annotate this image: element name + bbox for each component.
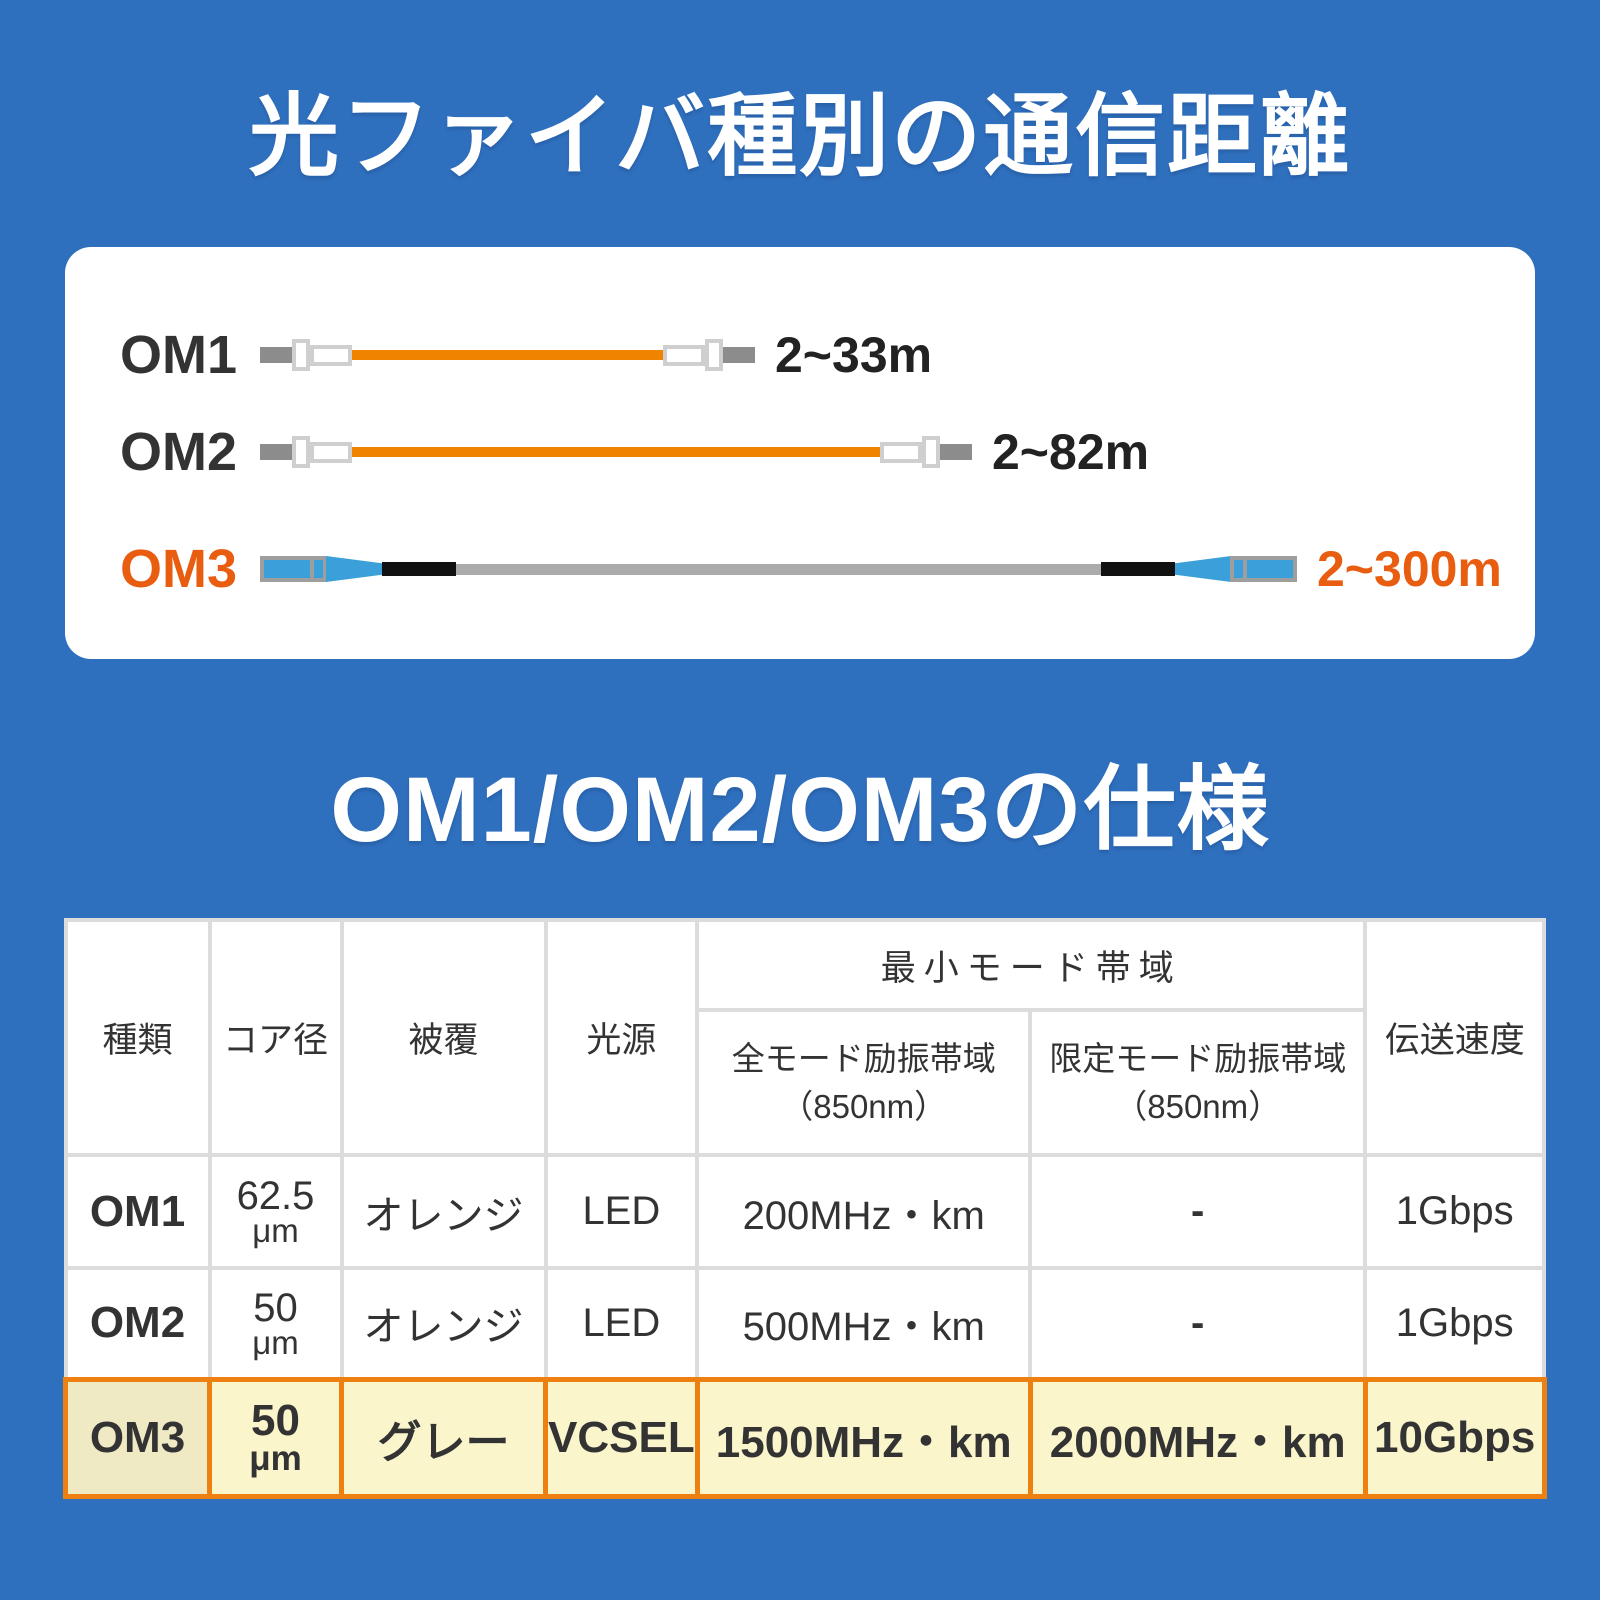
lc-connector-tick xyxy=(310,560,314,578)
spec-title: OM1/OM2/OM3の仕様 xyxy=(330,759,1270,861)
cell-full-mode: 500MHz・km xyxy=(695,1266,1033,1381)
cell-speed: 1Gbps xyxy=(1363,1153,1547,1270)
cell-type: OM2 xyxy=(63,1266,212,1381)
page-title: 光ファイバ種別の通信距離 xyxy=(248,87,1352,187)
col-header-limited-mode-line1: 限定モード励振帯域 xyxy=(1049,1039,1347,1077)
cell-light-source: VCSEL xyxy=(543,1376,700,1499)
cable-black-segment xyxy=(1101,562,1175,576)
cell-full-mode: 1500MHz・km xyxy=(694,1376,1033,1499)
lc-connector-icon xyxy=(260,556,327,582)
table-row-om1: OM1 62.5 μm オレンジ LED 200MHz・km - 1Gbps xyxy=(63,1153,1547,1270)
lc-connector-tick xyxy=(1243,560,1247,578)
connector-ferrule-icon xyxy=(723,347,755,363)
core-value: 62.5 xyxy=(236,1173,315,1218)
cable-row-om1: OM1 2~33m xyxy=(120,323,1525,387)
fiber-cable-orange xyxy=(352,447,880,457)
connector-ferrule-icon xyxy=(260,347,292,363)
cell-type: OM1 xyxy=(63,1153,212,1270)
connector-ferrule-icon xyxy=(260,444,292,460)
distance-label-om1: 2~33m xyxy=(775,327,933,383)
connector-latch-icon xyxy=(922,436,940,468)
connector-body-icon xyxy=(663,344,705,366)
connector-ferrule-icon xyxy=(940,444,972,460)
core-unit: μm xyxy=(249,1438,302,1478)
connector-latch-icon xyxy=(292,339,310,371)
cell-core-diameter: 50 μm xyxy=(207,1266,344,1381)
cell-speed: 1Gbps xyxy=(1363,1266,1547,1381)
col-header-type: 種類 xyxy=(63,918,212,1157)
col-header-jacket: 被覆 xyxy=(339,918,548,1157)
col-header-limited-mode-line2: （850nm） xyxy=(1114,1087,1282,1125)
cable-row-om3: OM3 2~300m xyxy=(120,537,1525,601)
lc-connector-icon xyxy=(1230,556,1297,582)
distance-label-om3: 2~300m xyxy=(1317,541,1502,597)
fiber-cable-gray xyxy=(456,563,1101,575)
cell-jacket: オレンジ xyxy=(339,1266,548,1381)
table-row-om2: OM2 50 μm オレンジ LED 500MHz・km - 1Gbps xyxy=(63,1266,1547,1381)
cell-jacket: グレー xyxy=(339,1376,548,1499)
distance-label-om2: 2~82m xyxy=(992,424,1150,480)
col-header-min-mode-bandwidth: 最小モード帯域 xyxy=(695,918,1368,1012)
cell-light-source: LED xyxy=(543,1266,700,1381)
core-unit: μm xyxy=(252,1211,299,1249)
col-header-speed: 伝送速度 xyxy=(1363,918,1547,1157)
connector-body-icon xyxy=(880,441,922,463)
cable-label-om1: OM1 xyxy=(120,325,238,385)
cell-light-source: LED xyxy=(543,1153,700,1270)
connector-latch-icon xyxy=(292,436,310,468)
spec-table: 種類 コア径 被覆 光源 最小モード帯域 伝送速度 全モード励振帯域 （850n… xyxy=(63,918,1547,1499)
cell-type: OM3 xyxy=(63,1376,212,1499)
connector-body-icon xyxy=(310,441,352,463)
cell-limited-mode: - xyxy=(1028,1153,1368,1270)
cell-core-diameter: 62.5 μm xyxy=(207,1153,344,1270)
col-header-full-mode-line1: 全モード励振帯域 xyxy=(731,1039,996,1077)
col-header-light-source: 光源 xyxy=(543,918,700,1157)
cell-speed: 10Gbps xyxy=(1362,1376,1547,1499)
cable-black-segment xyxy=(382,562,456,576)
col-header-core: コア径 xyxy=(207,918,344,1157)
cell-jacket: オレンジ xyxy=(339,1153,548,1270)
cable-label-om3: OM3 xyxy=(120,539,238,599)
core-value: 50 xyxy=(253,1285,298,1330)
col-header-full-mode: 全モード励振帯域 （850nm） xyxy=(695,1008,1033,1157)
connector-body-icon xyxy=(310,344,352,366)
col-header-full-mode-line2: （850nm） xyxy=(780,1087,948,1125)
cable-label-om2: OM2 xyxy=(120,422,238,482)
lc-boot-icon xyxy=(326,556,382,582)
table-row-om3-highlighted: OM3 50 μm グレー VCSEL 1500MHz・km 2000MHz・k… xyxy=(63,1376,1547,1499)
fiber-cable-orange xyxy=(352,350,663,360)
col-header-limited-mode: 限定モード励振帯域 （850nm） xyxy=(1028,1008,1368,1157)
cell-full-mode: 200MHz・km xyxy=(695,1153,1033,1270)
core-unit: μm xyxy=(252,1323,299,1361)
connector-latch-icon xyxy=(705,339,723,371)
distance-diagram-panel: OM1 2~33m OM2 2~82m OM3 xyxy=(65,247,1535,659)
core-value: 50 xyxy=(251,1395,300,1445)
cell-limited-mode: - xyxy=(1028,1266,1368,1381)
cell-core-diameter: 50 μm xyxy=(207,1376,344,1499)
lc-boot-icon xyxy=(1175,556,1231,582)
cell-limited-mode: 2000MHz・km xyxy=(1027,1376,1368,1499)
cable-row-om2: OM2 2~82m xyxy=(120,420,1525,484)
